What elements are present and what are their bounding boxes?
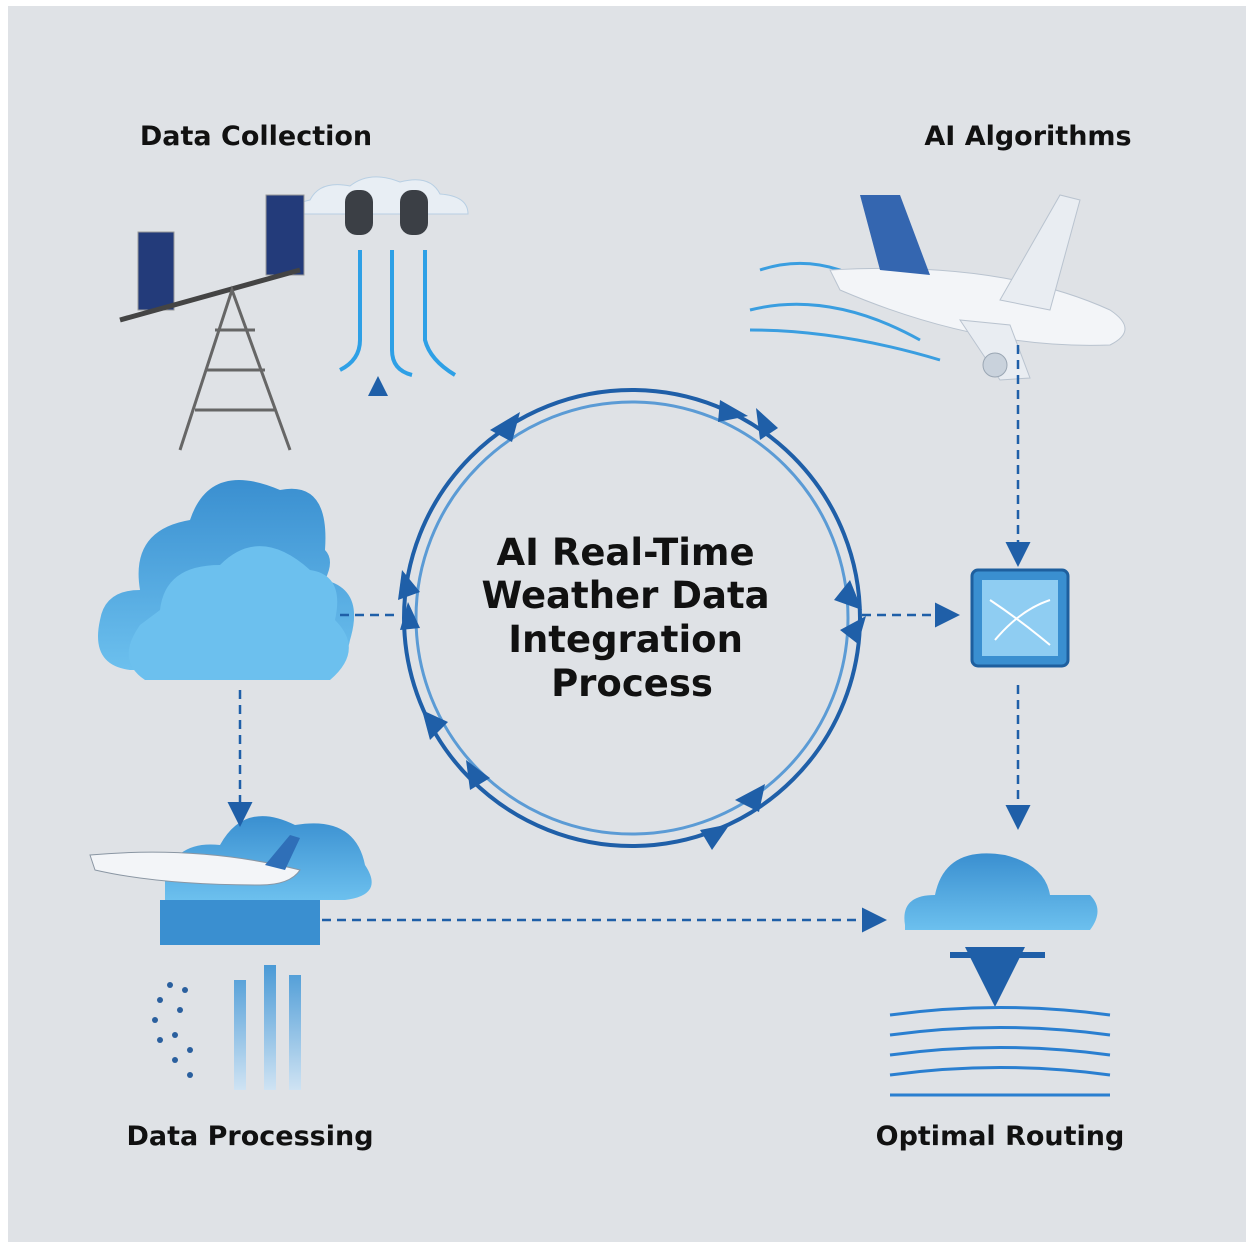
node-label: AI Algorithms [924,121,1131,152]
node-label: Optimal Routing [876,1121,1125,1152]
airplane [749,194,1126,381]
node-label: Data Processing [126,1121,373,1152]
routing-illustration [889,853,1111,1097]
node-label: Data Collection [140,121,372,152]
center-title: AI Real-Time Weather Data Integration Pr… [481,531,782,705]
processing-illustration [89,816,372,1090]
weather-station [119,176,469,451]
cycle-arrowheads [398,400,866,850]
ai-icon [970,568,1070,668]
cloud-front [128,546,349,680]
connectors [227,345,1031,933]
